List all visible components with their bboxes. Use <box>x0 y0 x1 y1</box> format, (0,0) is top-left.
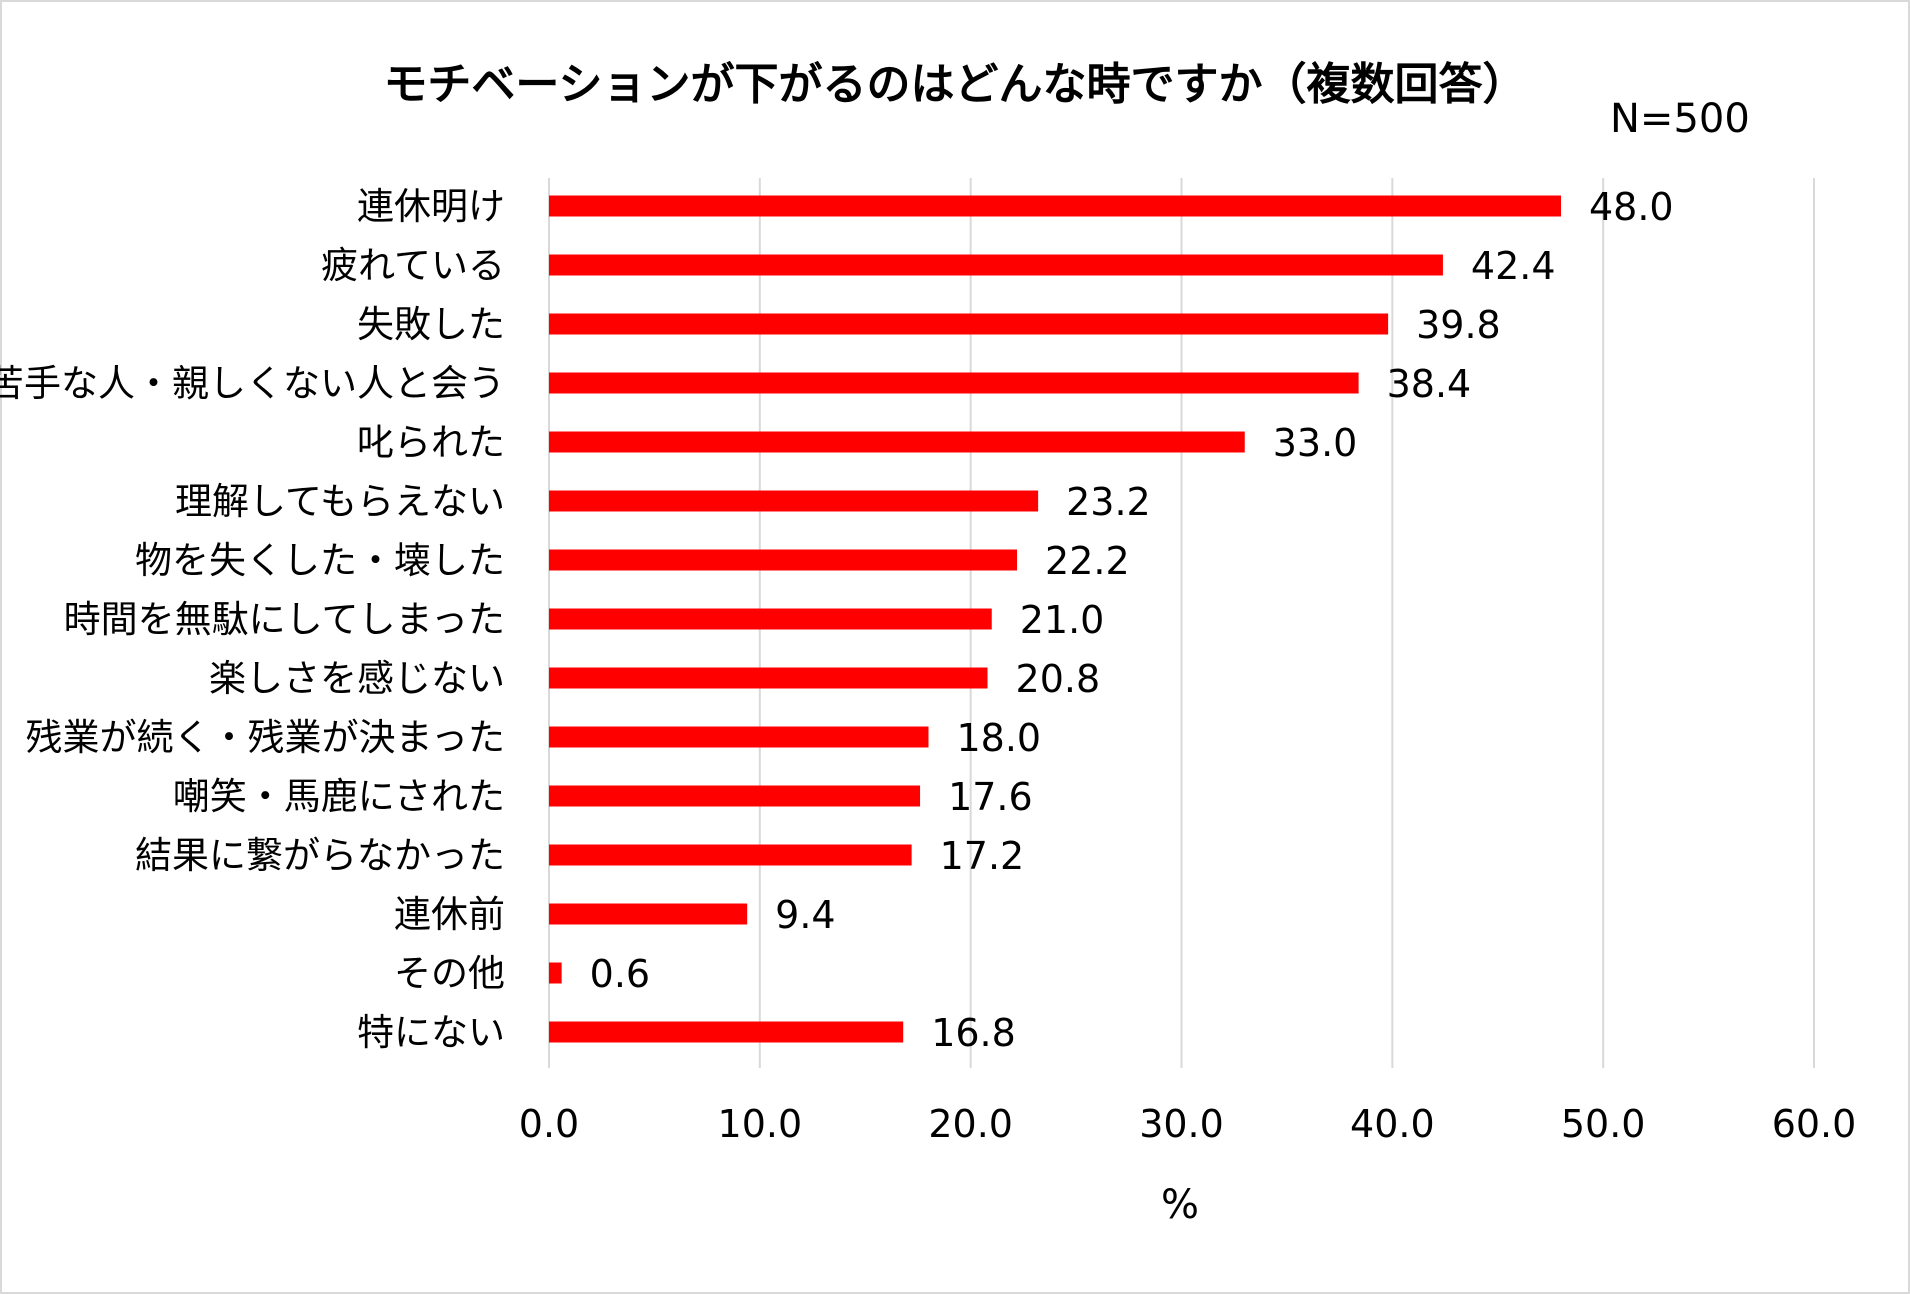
bar <box>549 962 562 984</box>
chart-title: モチベーションが下がるのはどんな時ですか（複数回答） <box>383 59 1527 110</box>
bar <box>549 1021 904 1043</box>
x-tick-label: 50.0 <box>1561 1102 1646 1146</box>
data-label: 16.8 <box>931 1011 1016 1055</box>
data-label: 42.4 <box>1471 244 1556 288</box>
data-label: 33.0 <box>1273 421 1358 465</box>
data-label: 0.6 <box>590 952 650 996</box>
category-label: 失敗した <box>357 303 505 346</box>
category-label: 連休明け <box>357 185 505 228</box>
x-axis-label: % <box>1161 1182 1199 1228</box>
bar <box>549 903 748 925</box>
x-tick-label: 10.0 <box>718 1102 803 1146</box>
bar <box>549 549 1018 571</box>
category-label: その他 <box>394 952 505 995</box>
data-label: 38.4 <box>1387 362 1472 406</box>
bars <box>549 195 1561 1043</box>
bar <box>549 431 1245 453</box>
category-label: 苦手な人・親しくない人と会う <box>0 362 505 405</box>
x-tick-label: 20.0 <box>928 1102 1013 1146</box>
bar <box>549 254 1443 276</box>
data-label: 17.6 <box>948 775 1033 819</box>
bar <box>549 372 1359 394</box>
data-label: 21.0 <box>1020 598 1105 642</box>
category-label: 叱られた <box>357 421 505 464</box>
bar <box>549 844 912 866</box>
category-label: 時間を無駄にしてしまった <box>64 598 505 641</box>
category-label: 理解してもらえない <box>175 480 505 523</box>
x-tick-label: 40.0 <box>1350 1102 1435 1146</box>
bar <box>549 313 1389 335</box>
category-label: 連休前 <box>394 893 505 936</box>
data-label: 48.0 <box>1589 185 1674 229</box>
category-labels: 連休明け疲れている失敗した苦手な人・親しくない人と会う叱られた理解してもらえない… <box>0 185 505 1054</box>
category-label: 疲れている <box>321 244 505 287</box>
data-label: 17.2 <box>940 834 1025 878</box>
data-label: 22.2 <box>1045 539 1130 583</box>
data-label: 20.8 <box>1016 657 1101 701</box>
data-label: 9.4 <box>775 893 835 937</box>
data-label: 23.2 <box>1066 480 1151 524</box>
category-label: 残業が続く・残業が決まった <box>25 716 505 759</box>
bar <box>549 608 992 630</box>
value-labels: 48.0 42.4 39.8 38.4 33.0 23.2 22.2 21.0 20.8 18.0… <box>590 185 1674 1055</box>
data-label: 18.0 <box>957 716 1042 760</box>
category-label: 物を失くした・壊した <box>135 539 505 582</box>
category-label: 特にない <box>357 1011 505 1054</box>
category-label: 嘲笑・馬鹿にされた <box>173 775 505 818</box>
category-label: 結果に繋がらなかった <box>135 834 505 877</box>
x-tick-label: 60.0 <box>1772 1102 1857 1146</box>
bar <box>549 726 929 748</box>
bar <box>549 195 1561 217</box>
data-label: 39.8 <box>1416 303 1501 347</box>
x-tick-label: 30.0 <box>1139 1102 1224 1146</box>
x-tick-labels: 0.0 10.0 20.0 30.0 40.0 50.0 60.0 <box>519 1102 1857 1146</box>
sample-size-label: N=500 <box>1610 96 1750 142</box>
x-tick-label: 0.0 <box>519 1102 579 1146</box>
bar <box>549 667 988 689</box>
bar <box>549 490 1039 512</box>
bar <box>549 785 921 807</box>
category-label: 楽しさを感じない <box>209 657 505 700</box>
